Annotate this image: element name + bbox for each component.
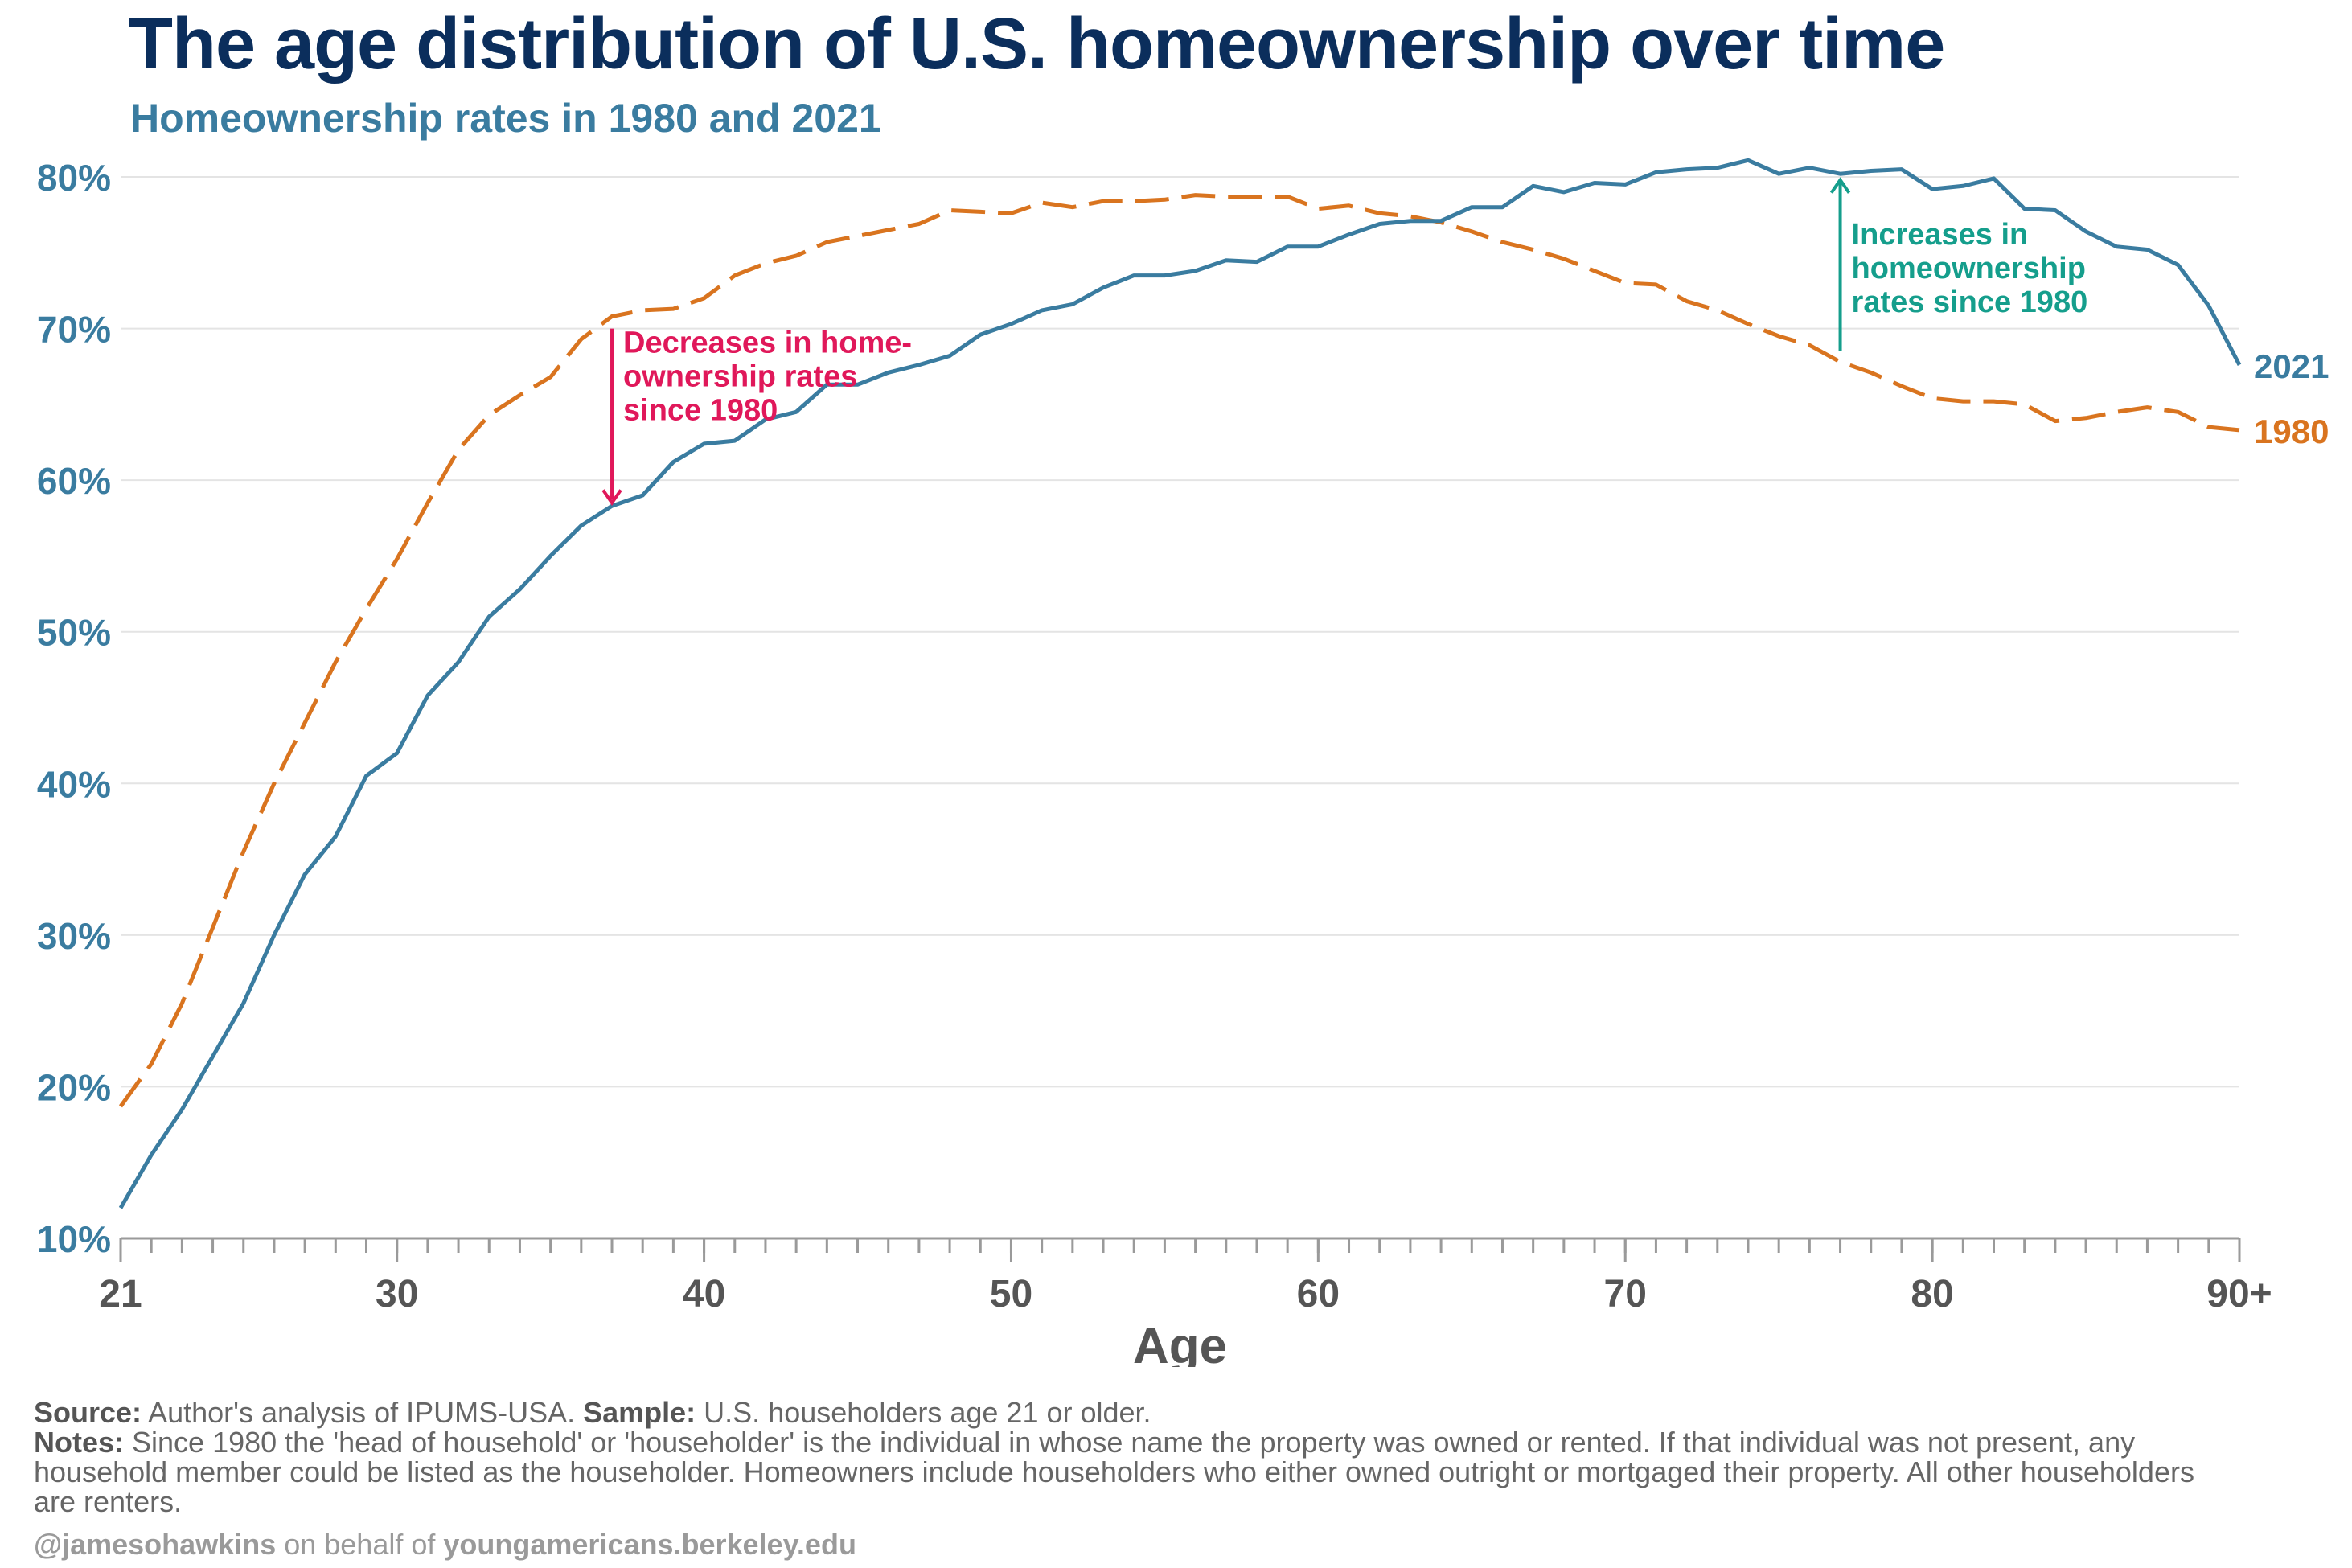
chart-subtitle: Homeownership rates in 1980 and 2021 [130, 96, 881, 141]
sample-text: U.S. householders age 21 or older. [696, 1396, 1151, 1429]
series-label-2021: 2021 [2254, 347, 2329, 385]
x-tick-label: 60 [1297, 1273, 1340, 1316]
series-line-1980 [118, 193, 2240, 1108]
y-tick-label: 10% [37, 1218, 111, 1260]
x-axis: 21 30 40 50 60 70 80 90+ Age [99, 1237, 2272, 1367]
chart-title: The age distribution of U.S. homeownersh… [129, 4, 1945, 84]
series-label-1980: 1980 [2254, 413, 2329, 450]
annotation-text-line: ownership rates [623, 360, 857, 394]
y-tick-label: 30% [37, 915, 111, 957]
x-tick-label: 21 [99, 1273, 142, 1316]
y-tick-label: 60% [37, 460, 111, 502]
annotation-text-line: rates since 1980 [1852, 285, 2088, 319]
series-line-2021 [118, 158, 2242, 1209]
annotation-text-line: since 1980 [623, 394, 778, 428]
annotation-text-line: Increases in [1852, 218, 2029, 252]
x-axis-label: Age [1133, 1319, 1227, 1367]
y-axis-tick-labels: 10% 20% 30% 40% 50% 60% 70% 80% [37, 157, 111, 1260]
credit-handle: @jamesohawkins [34, 1528, 277, 1561]
notes-text: Since 1980 the 'head of household' or 'h… [34, 1426, 2194, 1518]
x-tick-label: 80 [1911, 1273, 1953, 1316]
x-tick-label: 50 [990, 1273, 1032, 1316]
x-tick-label: 30 [376, 1273, 418, 1316]
credit-middle: on behalf of [276, 1528, 444, 1561]
annotation-text-line: Decreases in home- [623, 326, 912, 360]
x-tick-label: 70 [1604, 1273, 1647, 1316]
x-tick-label: 40 [683, 1273, 725, 1316]
y-tick-label: 40% [37, 763, 111, 805]
annotation-text-line: homeownership [1852, 252, 2086, 285]
source-text: Author's analysis of IPUMS-USA. [142, 1396, 584, 1429]
x-tick-label: 90+ [2206, 1273, 2272, 1316]
sample-label: Sample: [583, 1396, 696, 1429]
chart-credit: @jamesohawkins on behalf of youngamerica… [34, 1528, 856, 1562]
grid-lines [121, 176, 2239, 1088]
source-label: Source: [34, 1396, 142, 1429]
line-chart: 10% 20% 30% 40% 50% 60% 70% 80% 21 30 40 50 60 70 80 9… [37, 157, 2329, 1367]
y-tick-label: 80% [37, 157, 111, 199]
annotation-arrowhead [601, 489, 622, 506]
y-tick-label: 20% [37, 1066, 111, 1108]
credit-site: youngamericans.berkeley.edu [443, 1528, 856, 1561]
notes-label: Notes: [34, 1426, 125, 1459]
chart-notes: Source: Author's analysis of IPUMS-USA. … [34, 1398, 2205, 1517]
annotation-arrowhead [1829, 177, 1851, 194]
series-end-labels: 1980 2021 [2254, 347, 2329, 450]
y-tick-label: 50% [37, 612, 111, 654]
series-lines [118, 158, 2242, 1209]
y-tick-label: 70% [37, 309, 111, 351]
